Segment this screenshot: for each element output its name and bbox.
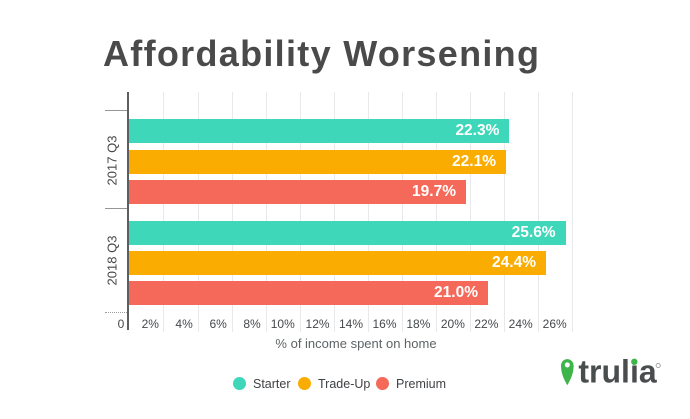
svg-text:trulıa: trulıa: [578, 354, 656, 390]
